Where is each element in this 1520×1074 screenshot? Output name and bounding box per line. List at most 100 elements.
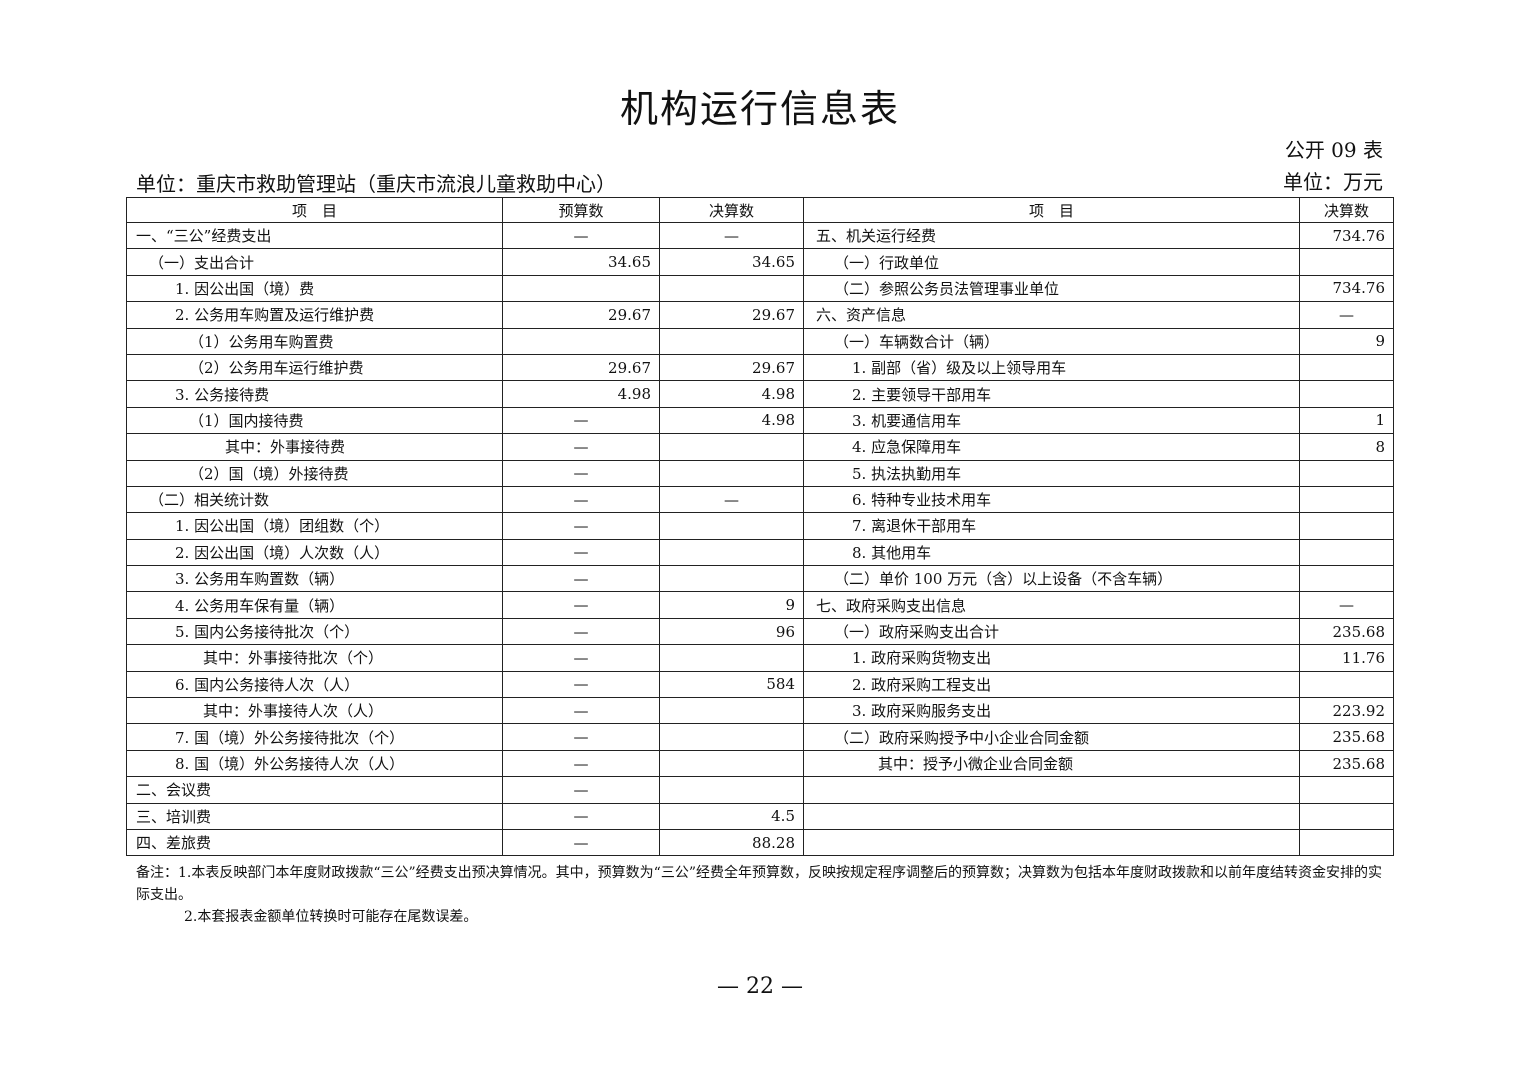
right-final-value: [1299, 565, 1394, 593]
right-final-value: 235.68: [1299, 723, 1394, 751]
left-budget-value: 4.98: [502, 380, 660, 408]
left-item-label: 其中：外事接待批次（个）: [126, 644, 503, 672]
left-item-label: 1. 因公出国（境）费: [126, 274, 503, 303]
right-final-value: [1299, 353, 1394, 382]
right-item-label: 7. 离退休干部用车: [803, 512, 1300, 540]
table-row: （2）公务用车运行维护费 29.67 29.67 1. 副部（省）级及以上领导用车: [126, 353, 1394, 382]
left-item-label: 2. 公务用车购置及运行维护费: [126, 301, 503, 329]
left-final-value: 34.65: [659, 248, 804, 276]
right-final-value: 8: [1299, 433, 1394, 461]
left-budget-value: —: [502, 459, 660, 487]
left-final-value: [659, 512, 804, 540]
table-row: （2）国（境）外接待费 — 5. 执法执勤用车: [126, 459, 1394, 487]
left-final-value: [659, 776, 804, 804]
table-row: 一、“三公”经费支出 — — 五、机关运行经费 734.76: [126, 221, 1394, 250]
table-row: 四、差旅费 —88.28: [126, 828, 1394, 857]
table-code: 公开 09 表: [1284, 138, 1383, 162]
table-row: 3. 公务用车购置数（辆） — （二）单价 100 万元（含）以上设备（不含车辆）: [126, 565, 1394, 593]
right-final-value: 235.68: [1299, 617, 1394, 646]
right-final-value: 1: [1299, 406, 1394, 435]
left-budget-value: —: [502, 512, 660, 540]
left-budget-value: 29.67: [502, 353, 660, 382]
left-item-label: 其中：外事接待人次（人）: [126, 697, 503, 725]
table-row: （1）公务用车购置费 （一）车辆数合计（辆） 9: [126, 327, 1394, 355]
left-budget-value: [502, 327, 660, 355]
left-item-label: 7. 国（境）外公务接待批次（个）: [126, 723, 503, 751]
table-row: 2. 因公出国（境）人次数（人） — 8. 其他用车: [126, 538, 1394, 567]
right-item-label: （一）政府采购支出合计: [803, 617, 1300, 646]
table-row: 3. 公务接待费 4.98 4.98 2. 主要领导干部用车: [126, 380, 1394, 408]
right-final-value: 734.76: [1299, 221, 1394, 250]
notes: 备注：1.本表反映部门本年度财政拨款“三公”经费支出预决算情况。其中，预算数为“…: [136, 862, 1386, 928]
right-final-value: 11.76: [1299, 644, 1394, 672]
right-item-label: 六、资产信息: [803, 301, 1300, 329]
right-final-value: —: [1299, 301, 1394, 329]
left-item-label: 一、“三公”经费支出: [126, 221, 503, 250]
table-row: （一）支出合计 34.65 34.65 （一）行政单位: [126, 248, 1394, 276]
left-item-label: 8. 国（境）外公务接待人次（人）: [126, 749, 503, 778]
page-title: 机构运行信息表: [619, 87, 900, 131]
table-row: 三、培训费 —4.5: [126, 802, 1394, 830]
right-item-label: 5. 执法执勤用车: [803, 459, 1300, 487]
left-budget-value: [502, 274, 660, 303]
left-final-value: [659, 723, 804, 751]
right-final-value: —: [1299, 591, 1394, 619]
left-item-label: 5. 国内公务接待批次（个）: [126, 617, 503, 646]
right-final-value: [1299, 485, 1394, 514]
left-item-label: （一）支出合计: [126, 248, 503, 276]
left-item-label: （2）公务用车运行维护费: [126, 353, 503, 382]
left-final-value: [659, 274, 804, 303]
left-item-label: （2）国（境）外接待费: [126, 459, 503, 487]
right-item-label: 3. 机要通信用车: [803, 406, 1300, 435]
left-budget-value: —: [502, 565, 660, 593]
right-item-label: 8. 其他用车: [803, 538, 1300, 567]
right-final-value: [1299, 802, 1394, 830]
left-item-label: 其中：外事接待费: [126, 433, 503, 461]
left-final-value: 4.98: [659, 406, 804, 435]
table-row: 二、会议费 —: [126, 776, 1394, 804]
right-item-label: 七、政府采购支出信息: [803, 591, 1300, 619]
left-item-label: （1）公务用车购置费: [126, 327, 503, 355]
right-item-label: 1. 副部（省）级及以上领导用车: [803, 353, 1300, 382]
left-final-value: [659, 749, 804, 778]
table-row: 1. 因公出国（境）团组数（个） — 7. 离退休干部用车: [126, 512, 1394, 540]
right-item-label: 五、机关运行经费: [803, 221, 1300, 250]
left-final-value: —: [659, 221, 804, 250]
right-item-label: 3. 政府采购服务支出: [803, 697, 1300, 725]
table-row: 6. 国内公务接待人次（人） —584 2. 政府采购工程支出: [126, 670, 1394, 699]
left-final-value: [659, 565, 804, 593]
right-item-label: （二）政府采购授予中小企业合同金额: [803, 723, 1300, 751]
right-final-value: [1299, 459, 1394, 487]
table-row: 8. 国（境）外公务接待人次（人） — 其中：授予小微企业合同金额 235.68: [126, 749, 1394, 778]
right-final-value: 9: [1299, 327, 1394, 355]
left-item-label: 3. 公务接待费: [126, 380, 503, 408]
left-item-label: 1. 因公出国（境）团组数（个）: [126, 512, 503, 540]
left-final-value: [659, 327, 804, 355]
left-budget-value: —: [502, 221, 660, 250]
right-item-label: [803, 776, 1300, 804]
header-final-right: 决算数: [1299, 197, 1394, 223]
table-row: 1. 因公出国（境）费 （二）参照公务员法管理事业单位 734.76: [126, 274, 1394, 303]
left-item-label: 二、会议费: [126, 776, 503, 804]
left-final-value: 29.67: [659, 301, 804, 329]
header-final-left: 决算数: [659, 197, 804, 223]
note-2: 2.本套报表金额单位转换时可能存在尾数误差。: [184, 909, 478, 925]
table-row: 5. 国内公务接待批次（个） —96 （一）政府采购支出合计 235.68: [126, 617, 1394, 646]
left-budget-value: —: [502, 406, 660, 435]
table-row: 其中：外事接待费 — 4. 应急保障用车 8: [126, 433, 1394, 461]
right-final-value: 235.68: [1299, 749, 1394, 778]
table-row: 7. 国（境）外公务接待批次（个） — （二）政府采购授予中小企业合同金额 235.6…: [126, 723, 1394, 751]
right-final-value: [1299, 538, 1394, 567]
unit-currency: 单位：万元: [1283, 170, 1383, 194]
table-row: 其中：外事接待人次（人） — 3. 政府采购服务支出 223.92: [126, 697, 1394, 725]
left-final-value: 9: [659, 591, 804, 619]
right-final-value: 223.92: [1299, 697, 1394, 725]
right-item-label: （一）行政单位: [803, 248, 1300, 276]
left-item-label: （1）国内接待费: [126, 406, 503, 435]
left-budget-value: —: [502, 433, 660, 461]
right-final-value: [1299, 248, 1394, 276]
left-final-value: [659, 538, 804, 567]
left-final-value: 4.98: [659, 380, 804, 408]
note-1: 备注：1.本表反映部门本年度财政拨款“三公”经费支出预决算情况。其中，预算数为“…: [136, 865, 1382, 903]
left-item-label: 四、差旅费: [126, 828, 503, 857]
